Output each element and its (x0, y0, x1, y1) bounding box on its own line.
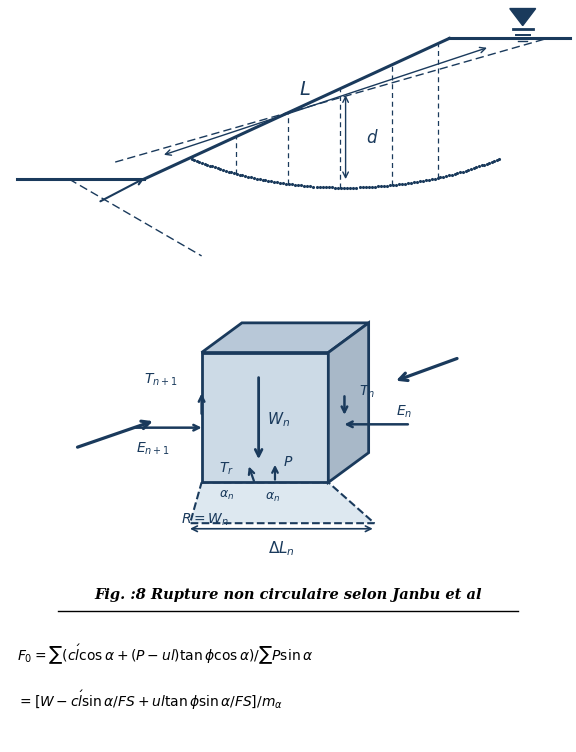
Text: $T_{n+1}$: $T_{n+1}$ (145, 371, 178, 388)
Text: $W_n$: $W_n$ (267, 411, 290, 429)
Text: P: P (283, 455, 292, 469)
Polygon shape (510, 8, 536, 26)
Text: $T_n$: $T_n$ (359, 384, 375, 400)
Polygon shape (190, 482, 374, 523)
Text: $E_n$: $E_n$ (396, 404, 412, 420)
Text: $\Delta L_n$: $\Delta L_n$ (268, 539, 295, 558)
Polygon shape (202, 323, 369, 353)
Text: $\alpha_n$: $\alpha_n$ (219, 489, 234, 502)
Text: $= [W - c\'l\sin\alpha/FS + ul\tan\phi\sin\alpha/FS]/m_{\alpha}$: $= [W - c\'l\sin\alpha/FS + ul\tan\phi\s… (17, 689, 283, 712)
Polygon shape (328, 323, 369, 482)
Polygon shape (202, 353, 328, 482)
Text: $T_r$: $T_r$ (218, 460, 233, 477)
Text: L: L (300, 80, 310, 99)
Text: $\alpha_n$: $\alpha_n$ (265, 491, 281, 504)
Text: $E_{n+1}$: $E_{n+1}$ (135, 441, 170, 457)
Text: $R=W_n$: $R=W_n$ (181, 511, 229, 528)
Text: $F_0 = \sum(c\'l\cos\alpha + (P - ul)\tan\phi\cos\alpha)/\sum P\sin\alpha$: $F_0 = \sum(c\'l\cos\alpha + (P - ul)\ta… (17, 641, 313, 666)
Text: Fig. :8 Rupture non circulaire selon Janbu et al: Fig. :8 Rupture non circulaire selon Jan… (94, 587, 482, 602)
Text: d: d (366, 129, 376, 147)
